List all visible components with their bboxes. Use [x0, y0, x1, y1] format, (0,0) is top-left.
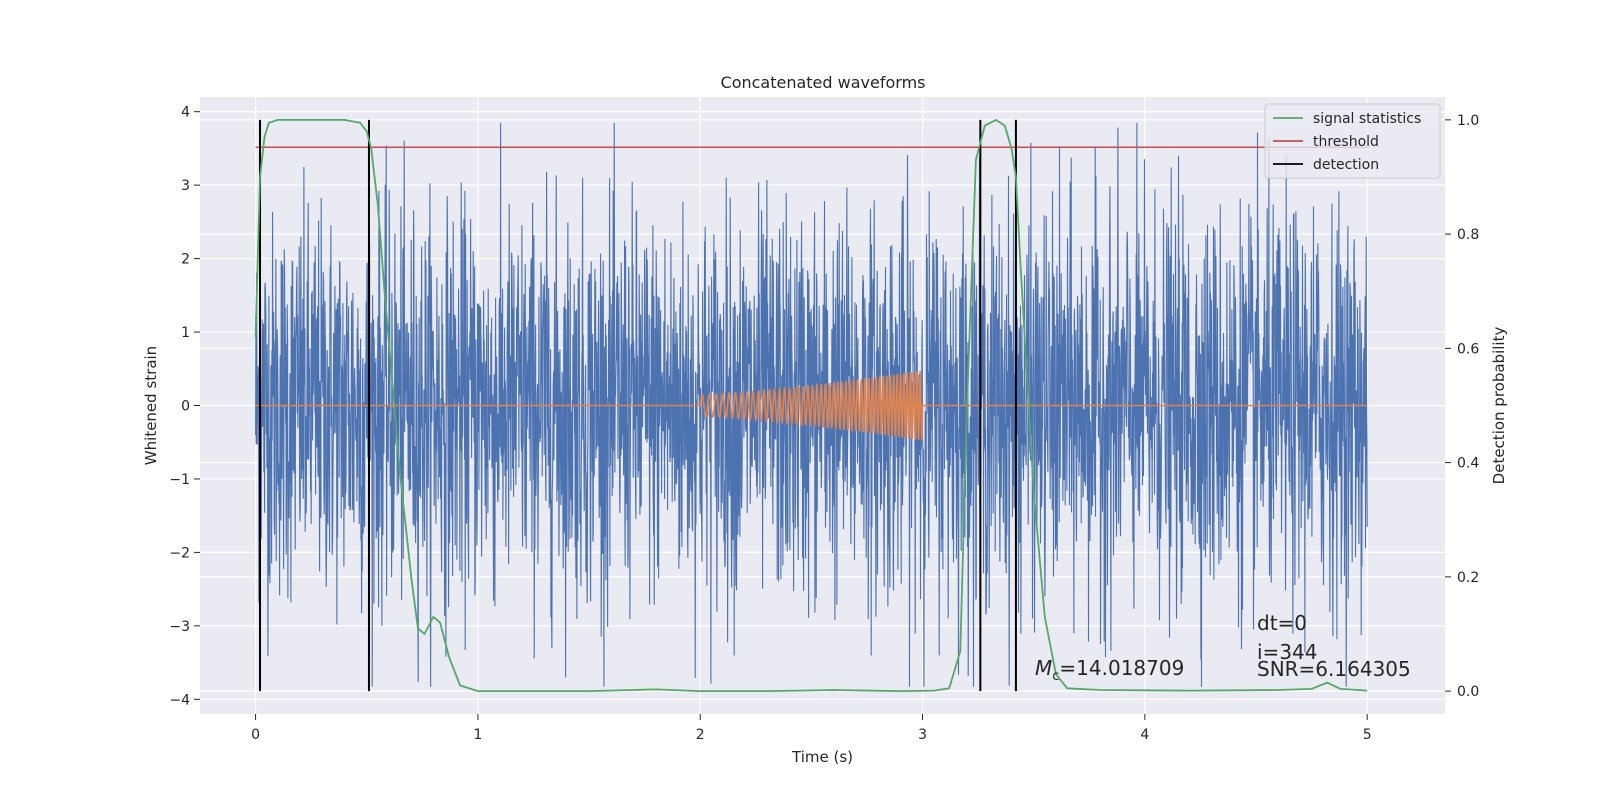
legend: signal statistics threshold detection [1264, 103, 1441, 179]
detection-layer [259, 119, 1017, 692]
template-series [255, 370, 1368, 441]
legend-frame [1264, 103, 1441, 179]
strain-series [255, 122, 1368, 687]
x-tick-label: 3 [918, 727, 927, 743]
annotation-chirp-mass: Mc=14.018709 [1035, 656, 1184, 684]
annotation-i: i=344 [1257, 640, 1318, 664]
annotation-snr: SNR=6.164305 [1257, 657, 1411, 681]
signal-statistics-layer [254, 119, 1368, 692]
plot-area [254, 119, 1368, 692]
y-tick-label-right: 0.4 [1457, 456, 1479, 472]
annotation-mc-value: =14.018709 [1059, 656, 1184, 680]
y-axis-label-left: Whitened strain [142, 346, 160, 465]
y-tick-label-left: 3 [181, 178, 190, 194]
y-tick-label-right: 0.0 [1457, 684, 1479, 700]
y-tick-label-right: 0.2 [1457, 570, 1479, 586]
x-tick-label: 1 [473, 727, 482, 743]
annotations: Mc=14.018709 dt=0 i=344 SNR=6.164305 [1035, 611, 1411, 684]
legend-label: signal statistics [1313, 111, 1421, 127]
strain-layer [255, 122, 1368, 687]
y-tick-label-right: 1.0 [1457, 113, 1479, 129]
y-tick-label-right: 0.6 [1457, 341, 1479, 357]
y-tick-label-left: −4 [169, 692, 190, 708]
y-tick-label-left: −3 [169, 619, 190, 635]
x-axis-ticks: 0 1 2 3 4 5 [251, 714, 1372, 743]
annotation-mc-subscript: c [1052, 669, 1059, 684]
y-tick-label-left: 1 [181, 325, 190, 341]
y-axis-label-right: Detection probability [1490, 327, 1508, 485]
x-axis-label: Time (s) [791, 748, 853, 766]
legend-label: threshold [1313, 134, 1379, 150]
x-tick-label: 5 [1363, 727, 1372, 743]
right-axis-ticks: 0.0 0.2 0.4 0.6 0.8 1.0 [1445, 113, 1479, 700]
template-layer [255, 370, 1368, 441]
legend-label: detection [1313, 157, 1379, 173]
annotation-mc-symbol: M [1035, 656, 1052, 680]
y-tick-label-right: 0.8 [1457, 227, 1479, 243]
annotation-dt: dt=0 [1257, 611, 1307, 635]
x-tick-label: 2 [696, 727, 705, 743]
y-tick-label-left: 0 [181, 399, 190, 415]
left-axis-ticks: −4 −3 −2 −1 0 1 2 3 4 [169, 105, 200, 708]
y-tick-label-left: −2 [169, 545, 190, 561]
y-tick-label-left: −1 [169, 472, 190, 488]
chart-title: Concatenated waveforms [721, 73, 926, 92]
y-tick-label-left: 2 [181, 252, 190, 268]
x-tick-label: 0 [251, 727, 260, 743]
y-tick-label-left: 4 [181, 105, 190, 121]
x-tick-label: 4 [1140, 727, 1149, 743]
signal-statistics-series [254, 119, 1368, 692]
